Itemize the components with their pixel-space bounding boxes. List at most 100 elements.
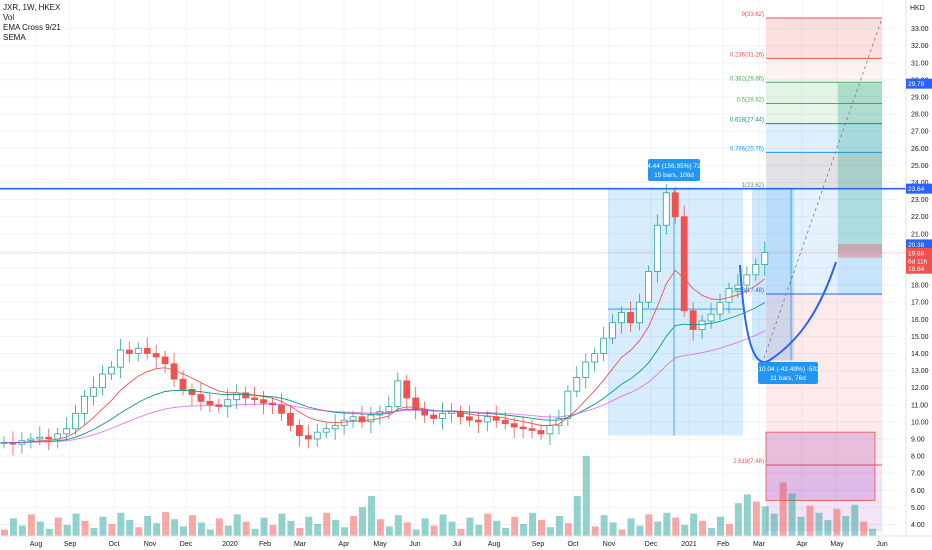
- candle-body: [349, 416, 357, 421]
- candle-body: [45, 436, 53, 440]
- volume-bar: [833, 508, 841, 536]
- candle-body: [653, 224, 661, 272]
- time-tick: Aug: [488, 541, 501, 548]
- candle-body: [474, 419, 482, 423]
- volume-bar: [323, 512, 331, 536]
- volume-bar: [180, 526, 187, 536]
- chart-legend: JXR, 1W, HKEX Vol EMA Cross 9/21 SEMA: [3, 3, 61, 43]
- candle-body: [27, 438, 35, 442]
- fib-0786-label: 0.786(25.76): [730, 146, 764, 152]
- candle-body: [528, 428, 536, 431]
- candle-body: [233, 392, 241, 401]
- volume-bar: [305, 516, 313, 536]
- candle-body: [385, 406, 393, 413]
- fib-zone: [766, 103, 882, 124]
- candle-body: [439, 412, 446, 419]
- tag-29: 29.78: [908, 81, 925, 88]
- volume-bar: [806, 505, 814, 536]
- volume-bar: [287, 520, 295, 536]
- price-tick: 15.00: [911, 334, 929, 341]
- symbol-line[interactable]: JXR, 1W, HKEX: [3, 3, 61, 12]
- study-ema-cross[interactable]: EMA Cross 9/21: [3, 23, 61, 32]
- time-tick: Jun: [409, 541, 420, 548]
- fib-05-label: 0.5(28.62): [737, 97, 764, 103]
- candle-body: [286, 412, 294, 426]
- fib-2618-label: 2.618(7.48): [733, 459, 764, 465]
- candle-body: [671, 192, 679, 218]
- time-tick: 2021: [681, 541, 697, 548]
- candle-body: [313, 431, 321, 440]
- volume-bar: [869, 528, 877, 536]
- fib-0236-label: 0.236(31.26): [730, 52, 764, 58]
- candle-body: [698, 320, 706, 330]
- volume-bar: [699, 520, 707, 536]
- volume-bar: [591, 526, 599, 536]
- volume-bar: [421, 518, 429, 536]
- candle-body: [260, 399, 267, 404]
- time-tick: Feb: [717, 541, 729, 548]
- candle-body: [716, 301, 724, 315]
- time-tick: Apr: [339, 541, 351, 548]
- study-vol[interactable]: Vol: [3, 13, 15, 22]
- volume-bar: [529, 512, 537, 536]
- volume-bar: [600, 515, 608, 536]
- price-tick: 27.00: [911, 129, 929, 136]
- volume-bar: [448, 521, 456, 536]
- tag-2038-bg: [906, 239, 932, 250]
- candle-body: [161, 356, 169, 365]
- time-tick: Dec: [180, 541, 193, 548]
- volume-bar: [153, 523, 161, 536]
- candle-body: [72, 412, 79, 430]
- price-tick: 9.00: [911, 437, 925, 444]
- time-tick: Sep: [532, 541, 545, 548]
- time-tick: May: [830, 541, 844, 548]
- time-tick: Jun: [876, 541, 887, 548]
- candle-body: [394, 380, 402, 407]
- volume-bar: [538, 520, 545, 536]
- candle-body: [430, 414, 438, 419]
- candle-body: [725, 288, 733, 303]
- tag-2038: 20.38: [908, 242, 925, 249]
- volume-bar: [654, 521, 662, 536]
- volume-bar: [484, 513, 492, 536]
- measure-down-bg: [758, 362, 818, 384]
- volume-bar: [609, 522, 617, 536]
- candle-body: [636, 301, 643, 324]
- price-tick: 12.00: [911, 385, 929, 392]
- price-tick: 7.00: [911, 471, 925, 478]
- volume-bar: [466, 517, 474, 536]
- candle-body: [143, 347, 151, 354]
- volume-bar: [359, 507, 366, 536]
- time-tick: Dec: [645, 541, 658, 548]
- price-tick: 18.00: [911, 283, 929, 290]
- measure-down-text: -10.04 (-42.49%) -502: [756, 366, 820, 373]
- time-tick: May: [373, 541, 387, 548]
- volume-bar: [278, 513, 286, 536]
- ema-9-line: [3, 269, 765, 444]
- volume-bar: [63, 524, 71, 536]
- volume-bar: [27, 514, 35, 536]
- price-tick: 22.00: [911, 214, 929, 221]
- volume-bar: [842, 516, 850, 536]
- cup-curve: [739, 261, 837, 363]
- volume-bar: [260, 517, 268, 536]
- volume-bar: [564, 523, 572, 536]
- study-sema[interactable]: SEMA: [3, 33, 26, 42]
- volume-bar: [99, 516, 107, 536]
- fib-1-label: 1(23.62): [742, 183, 764, 189]
- candle-body: [358, 416, 366, 423]
- volume-bar: [108, 524, 116, 536]
- price-tick: 26.00: [911, 146, 929, 153]
- volume-bar: [797, 516, 805, 536]
- candle-body: [582, 361, 590, 378]
- candle-body: [116, 349, 124, 368]
- volume-bar: [645, 514, 653, 536]
- volume-bar: [627, 518, 635, 536]
- fib-zone: [766, 17, 882, 59]
- candle-body: [680, 216, 688, 312]
- candle-body: [81, 395, 88, 414]
- price-tick: 4.00: [911, 522, 925, 529]
- volume-bar: [708, 528, 716, 536]
